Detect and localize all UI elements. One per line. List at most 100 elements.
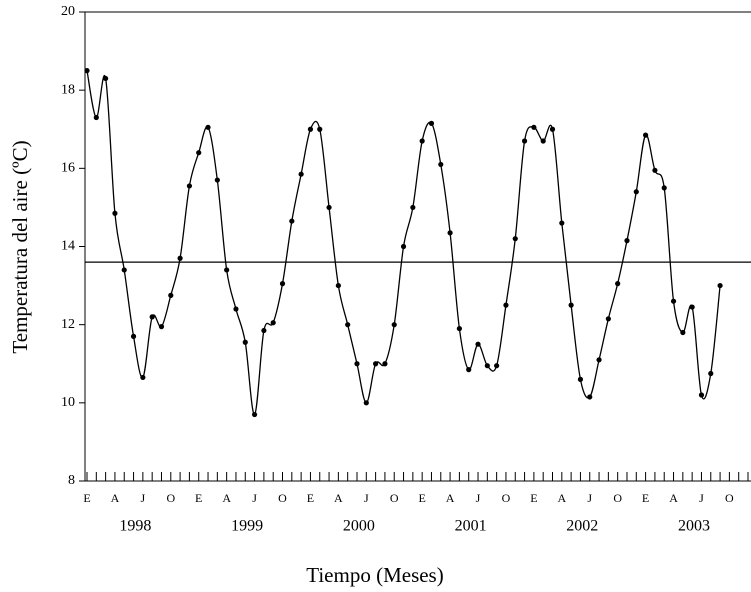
year-label: 1998 — [119, 518, 151, 535]
point — [661, 185, 667, 191]
point — [158, 324, 165, 330]
point — [428, 120, 435, 126]
y-tick-label: 10 — [61, 395, 75, 410]
x-tick-label: A — [111, 491, 120, 505]
point — [186, 183, 193, 189]
point — [326, 204, 332, 211]
point — [717, 282, 723, 289]
point — [103, 75, 109, 82]
point — [168, 292, 174, 298]
x-tick-label: E — [530, 491, 537, 505]
point — [121, 267, 127, 273]
point — [391, 322, 397, 328]
x-tick-label: J — [476, 491, 481, 505]
point — [438, 161, 444, 168]
x-tick-label: E — [307, 491, 314, 505]
point — [373, 361, 379, 367]
x-tick-label: J — [364, 491, 369, 505]
y-axis-label: Temperatura del aire (ºC) — [8, 140, 32, 353]
point — [298, 171, 304, 177]
point — [708, 370, 714, 377]
x-axis-label: Tiempo (Meses) — [306, 563, 443, 587]
x-tick-label: A — [669, 491, 678, 505]
point — [559, 220, 565, 226]
point — [698, 392, 705, 398]
point — [214, 177, 220, 183]
point — [503, 302, 509, 308]
point — [419, 138, 425, 144]
point — [596, 357, 602, 363]
x-tick-label: J — [141, 491, 146, 505]
point — [400, 243, 407, 250]
point — [363, 400, 369, 406]
x-tick-label: E — [83, 491, 90, 505]
point — [680, 329, 686, 336]
point — [177, 255, 183, 261]
point — [289, 218, 295, 224]
y-tick-label: 18 — [61, 82, 75, 97]
x-tick-label: O — [502, 491, 511, 505]
point — [577, 376, 584, 382]
point — [242, 339, 248, 345]
x-tick-label: O — [278, 491, 287, 505]
x-tick-label: J — [587, 491, 592, 505]
point — [279, 281, 286, 287]
point — [130, 333, 137, 339]
point — [317, 126, 323, 132]
point — [196, 150, 202, 156]
point — [484, 363, 490, 369]
year-label: 2002 — [566, 518, 598, 535]
point — [345, 322, 351, 328]
point — [540, 138, 546, 144]
series-line — [86, 70, 721, 416]
point — [224, 267, 230, 273]
point — [549, 126, 556, 132]
point — [112, 210, 118, 216]
y-tick-label: 16 — [61, 161, 75, 176]
y-tick-label: 14 — [61, 239, 75, 254]
point — [615, 281, 621, 287]
x-tick-label: O — [613, 491, 622, 505]
y-tick-label: 20 — [61, 4, 75, 19]
point — [521, 138, 528, 144]
point — [84, 68, 90, 74]
x-tick-label: O — [390, 491, 399, 505]
point — [233, 306, 239, 312]
point — [512, 236, 518, 242]
x-tick-label: O — [725, 491, 734, 505]
year-label: 2003 — [678, 518, 710, 535]
point — [652, 167, 658, 173]
year-label: 2000 — [343, 518, 375, 535]
point — [447, 230, 453, 236]
point — [205, 124, 211, 130]
y-tick-label: 8 — [68, 473, 75, 488]
point — [531, 124, 537, 130]
point — [382, 361, 388, 367]
point — [93, 114, 99, 121]
point — [149, 314, 155, 320]
point — [251, 411, 258, 418]
point — [633, 189, 639, 195]
point — [605, 316, 611, 322]
x-tick-label: A — [222, 491, 231, 505]
x-tick-label: A — [557, 491, 566, 505]
point — [670, 298, 677, 304]
point — [354, 361, 360, 367]
point — [643, 132, 649, 138]
x-tick-label: J — [252, 491, 257, 505]
point — [410, 204, 416, 211]
point — [475, 341, 481, 347]
y-tick-label: 12 — [61, 317, 75, 332]
year-label: 2001 — [455, 518, 487, 535]
point — [466, 367, 472, 373]
point — [624, 238, 630, 244]
point — [335, 282, 341, 289]
x-tick-label: A — [334, 491, 343, 505]
point — [456, 325, 462, 332]
x-tick-label: J — [699, 491, 704, 505]
point — [140, 374, 146, 381]
point — [689, 304, 695, 310]
x-tick-label: E — [195, 491, 202, 505]
point — [261, 327, 267, 334]
